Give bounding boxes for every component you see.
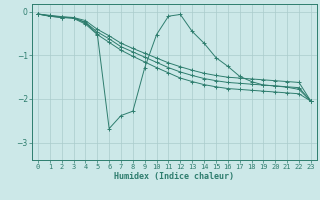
X-axis label: Humidex (Indice chaleur): Humidex (Indice chaleur)	[115, 172, 234, 181]
